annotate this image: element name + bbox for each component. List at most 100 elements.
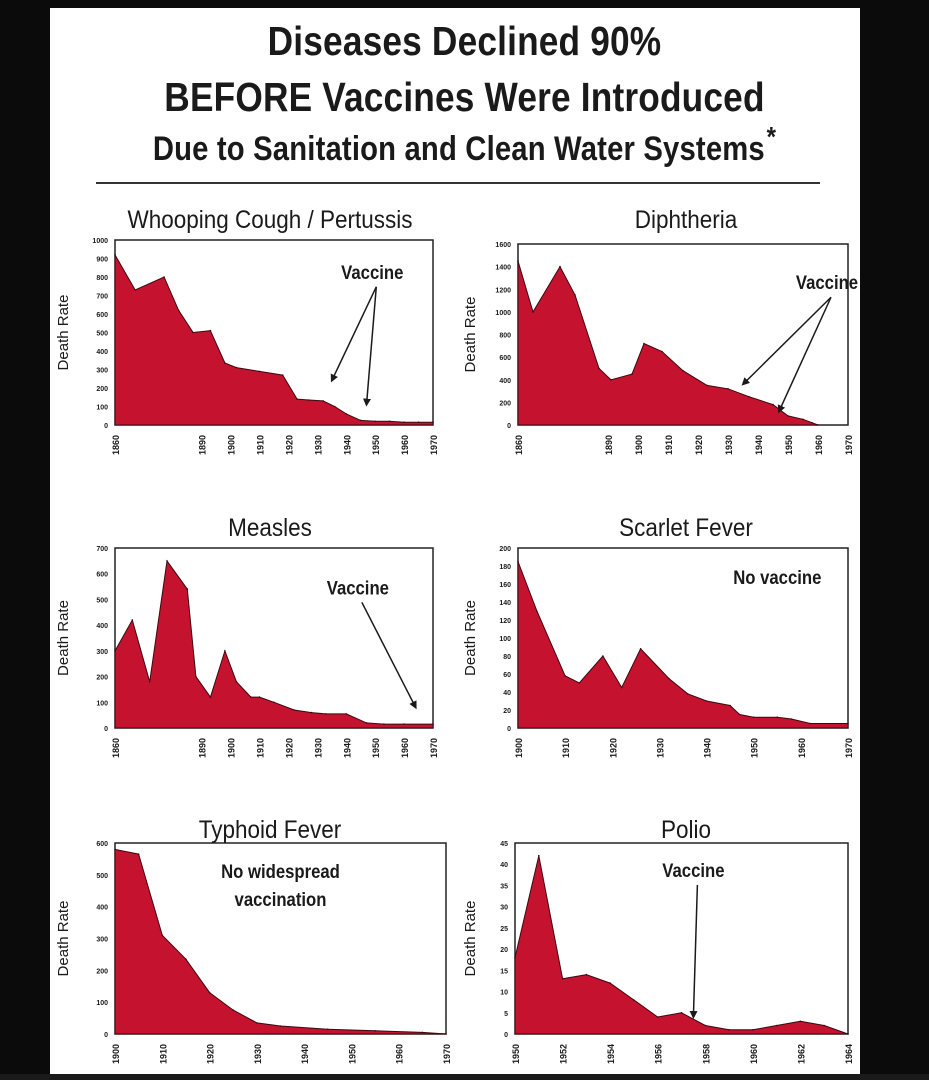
- x-tick-label: 1950: [371, 738, 381, 758]
- data-point: [536, 610, 538, 612]
- y-axis-label: Death Rate: [462, 901, 479, 977]
- data-point: [514, 956, 516, 959]
- y-tick-label: 900: [96, 257, 108, 264]
- y-tick-label: 40: [503, 690, 511, 697]
- data-point: [847, 722, 849, 725]
- annotation-text: Vaccine: [341, 262, 403, 283]
- data-point: [374, 420, 377, 423]
- data-point: [631, 373, 633, 375]
- x-tick-label: 1962: [796, 1044, 806, 1064]
- x-tick-label: 1970: [429, 435, 439, 455]
- y-tick-label: 500: [96, 873, 108, 880]
- y-tick-label: 0: [104, 1032, 108, 1039]
- y-axis-label: Death Rate: [462, 297, 479, 373]
- data-point: [775, 1024, 778, 1027]
- data-point: [307, 399, 310, 401]
- data-point: [195, 675, 197, 678]
- x-tick-label: 1890: [604, 435, 614, 455]
- y-tick-label: 100: [499, 636, 511, 643]
- y-tick-label: 200: [499, 400, 511, 407]
- data-point: [258, 696, 261, 698]
- data-point: [374, 1030, 376, 1032]
- poster-title-line2: BEFORE Vaccines Were Introduced: [164, 74, 765, 120]
- x-tick-label: 1910: [561, 738, 571, 758]
- x-tick-label: 1910: [664, 435, 674, 455]
- title-divider: [96, 182, 820, 184]
- area-series: [517, 561, 849, 729]
- annotation-text: Vaccine: [796, 272, 858, 293]
- y-tick-label: 45: [500, 841, 508, 848]
- data-point: [610, 379, 612, 381]
- data-point: [432, 421, 434, 424]
- data-point: [232, 1009, 234, 1011]
- y-tick-label: 400: [499, 378, 511, 385]
- y-tick-label: 25: [500, 926, 508, 933]
- x-tick-label: 1940: [300, 1044, 310, 1064]
- data-point: [847, 1033, 849, 1035]
- data-point: [345, 413, 348, 415]
- data-point: [296, 398, 298, 400]
- x-tick-label: 1930: [655, 738, 665, 758]
- data-point: [137, 853, 140, 855]
- y-tick-label: 20: [500, 947, 508, 954]
- data-point: [704, 1024, 707, 1027]
- poster-title-line1: Diseases Declined 90%: [267, 18, 662, 64]
- annotation-text: vaccination: [235, 889, 327, 910]
- data-point: [209, 696, 212, 698]
- data-point: [682, 369, 684, 372]
- data-point: [235, 366, 238, 369]
- data-point: [578, 682, 581, 684]
- y-tick-label: 200: [96, 386, 108, 393]
- data-point: [166, 560, 168, 562]
- annotation-arrow: [777, 296, 832, 414]
- y-tick-label: 1000: [495, 310, 511, 317]
- x-tick-label: 1900: [227, 435, 237, 455]
- y-tick-label: 400: [96, 905, 108, 912]
- x-tick-label: 1900: [227, 738, 237, 758]
- poster-title-line3: Due to Sanitation and Clean Water System…: [65, 121, 864, 169]
- x-tick-label: 1920: [206, 1044, 216, 1064]
- y-tick-label: 140: [499, 600, 511, 607]
- y-tick-label: 40: [500, 862, 508, 869]
- data-point: [633, 999, 635, 1001]
- chart-1: Whooping Cough / Pertussis Death Rate 0 100…: [55, 206, 439, 455]
- data-point: [224, 362, 226, 364]
- x-tick-label: 1910: [256, 738, 266, 758]
- asterisk-mark: *: [766, 121, 777, 152]
- x-tick-label: 1900: [634, 435, 644, 455]
- x-tick-label: 1920: [284, 435, 294, 455]
- x-tick-label: 1952: [559, 1044, 569, 1064]
- y-axis-label: Death Rate: [55, 901, 72, 977]
- x-tick-label: 1940: [703, 738, 713, 758]
- data-point: [432, 723, 434, 725]
- data-point: [421, 1031, 424, 1034]
- y-tick-label: 700: [96, 546, 108, 553]
- y-tick-label: 600: [499, 355, 511, 362]
- x-tick-label: 1956: [654, 1044, 664, 1064]
- x-tick-label: 1960: [400, 738, 410, 758]
- y-tick-label: 0: [507, 423, 511, 430]
- data-point: [325, 713, 327, 715]
- data-point: [281, 374, 284, 376]
- data-point: [134, 289, 136, 291]
- data-point: [602, 655, 604, 657]
- data-point: [235, 680, 238, 683]
- data-point: [727, 388, 729, 390]
- data-point: [661, 350, 663, 353]
- data-point: [161, 934, 164, 937]
- y-tick-label: 20: [503, 708, 511, 715]
- x-tick-label: 1900: [111, 1044, 121, 1064]
- y-tick-label: 400: [96, 349, 108, 356]
- x-tick-label: 1860: [111, 435, 121, 455]
- data-point: [564, 675, 566, 677]
- data-point: [114, 650, 116, 652]
- data-point: [365, 722, 368, 724]
- data-point: [620, 686, 623, 689]
- chart-title: Measles: [228, 514, 312, 542]
- y-tick-label: 1200: [495, 287, 511, 294]
- y-tick-label: 300: [96, 937, 108, 944]
- x-tick-label: 1900: [514, 738, 524, 758]
- y-tick-label: 400: [96, 623, 108, 630]
- data-point: [643, 342, 645, 345]
